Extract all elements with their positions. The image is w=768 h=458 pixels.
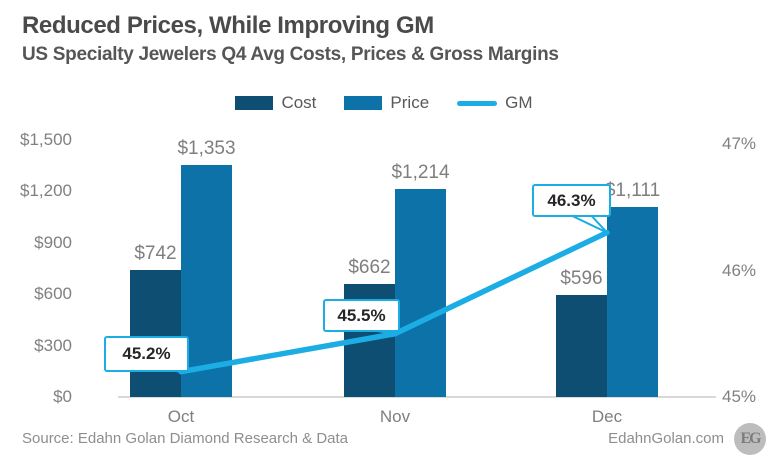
bar-label-cost-nov: $662 bbox=[348, 256, 391, 278]
source-note: Source: Edahn Golan Diamond Research & D… bbox=[22, 430, 349, 447]
y-axis-right-tick: 46% bbox=[722, 260, 757, 280]
bar-cost-oct bbox=[130, 269, 181, 397]
x-axis-label-oct: Oct bbox=[167, 407, 195, 426]
gm-line-swatch-icon bbox=[457, 100, 498, 106]
y-axis-left-tick: $1,200 bbox=[20, 181, 72, 201]
bar-label-price-dec: $1,111 bbox=[604, 179, 661, 201]
eg-logo: EG bbox=[734, 423, 766, 455]
y-axis-left-tick: $1,500 bbox=[20, 130, 72, 149]
legend-item-cost: Cost bbox=[235, 93, 316, 113]
y-axis-left-tick: $0 bbox=[53, 387, 72, 406]
y-axis-right-tick: 47% bbox=[722, 134, 757, 153]
legend-item-gm: GM bbox=[457, 93, 533, 113]
bar-cost-dec bbox=[556, 294, 607, 397]
cost-swatch-icon bbox=[235, 96, 274, 110]
bar-label-price-oct: $1,353 bbox=[177, 138, 236, 160]
price-swatch-icon bbox=[344, 96, 383, 110]
gm-callout-oct: 45.2% bbox=[104, 336, 189, 372]
legend-label-gm: GM bbox=[505, 93, 533, 112]
y-axis-left-tick: $600 bbox=[34, 284, 72, 304]
legend-label-cost: Cost bbox=[281, 93, 317, 112]
bar-label-price-nov: $1,214 bbox=[391, 162, 450, 183]
y-axis-left-tick: $300 bbox=[34, 335, 72, 355]
legend: Cost Price GM bbox=[0, 92, 768, 114]
x-axis-label-dec: Dec bbox=[591, 407, 623, 426]
page-subtitle: US Specialty Jewelers Q4 Avg Costs, Pric… bbox=[22, 44, 559, 65]
bar-label-cost-dec: $596 bbox=[560, 267, 603, 289]
bar-price-nov bbox=[395, 189, 446, 397]
site-credit: EdahnGolan.com bbox=[608, 430, 724, 447]
gm-callout-nov: 45.5% bbox=[323, 299, 400, 332]
x-axis-label-nov: Nov bbox=[379, 407, 411, 426]
bar-price-dec bbox=[607, 206, 658, 397]
y-axis-right-tick: 45% bbox=[722, 387, 757, 406]
gm-callout-dec: 46.3% bbox=[532, 184, 611, 217]
x-axis-line bbox=[118, 396, 716, 398]
legend-label-price: Price bbox=[390, 93, 430, 112]
page-title: Reduced Prices, While Improving GM bbox=[22, 12, 434, 39]
bar-label-cost-oct: $742 bbox=[134, 242, 177, 264]
y-axis-left-tick: $900 bbox=[34, 232, 72, 252]
legend-item-price: Price bbox=[344, 93, 429, 113]
